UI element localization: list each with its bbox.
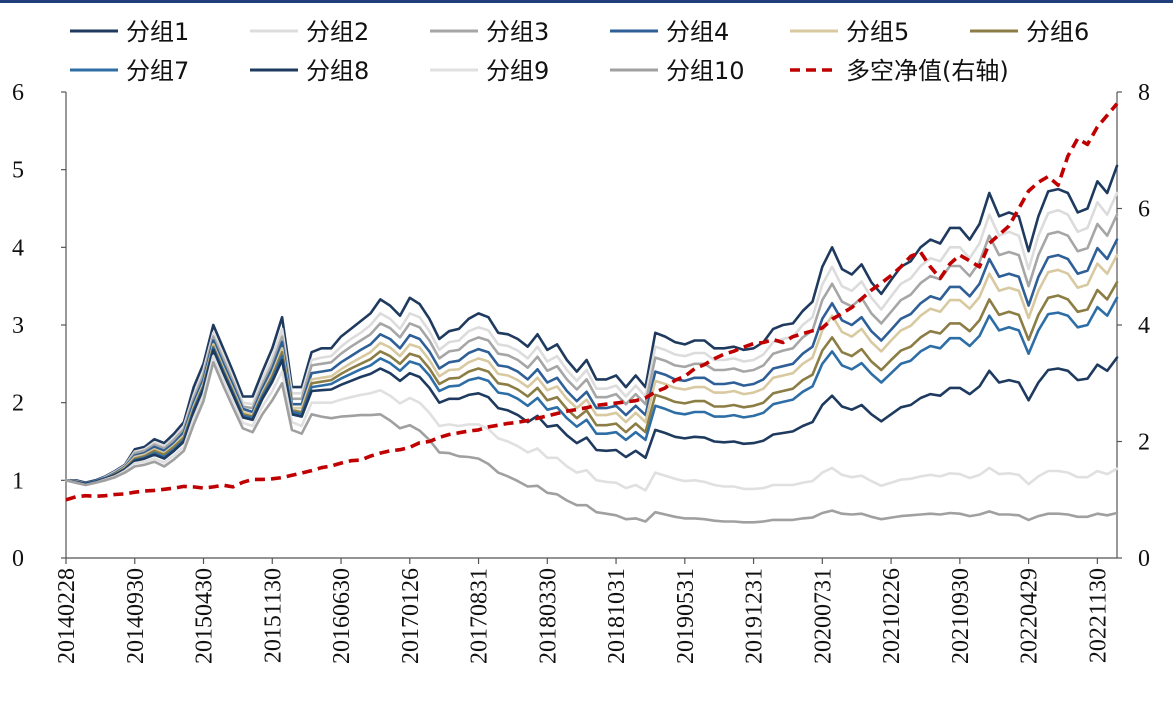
legend-label: 分组5 [846,18,909,46]
y-left-tick-label: 1 [12,468,24,494]
legend-label: 分组4 [666,18,729,46]
y-right-tick-label: 4 [1138,313,1150,339]
legend-label: 分组10 [666,57,745,85]
legend-item: 分组10 [610,57,745,85]
y-left-tick-label: 0 [12,546,24,572]
y-right-tick-label: 8 [1138,80,1150,106]
x-tick-label: 20150430 [192,568,218,664]
x-tick-label: 20140228 [54,568,80,664]
legend-item: 分组6 [970,18,1089,46]
x-tick-label: 20191231 [742,568,768,664]
series-line-分组2 [64,191,1119,485]
series-line-分组9 [64,354,1119,492]
legend-item: 分组8 [250,57,369,85]
x-tick-label: 20140930 [123,568,149,664]
x-tick-label: 20210930 [948,568,974,664]
legend-item: 分组2 [250,18,369,46]
series-line-分组10 [64,360,1119,524]
legend-label: 分组9 [486,57,549,85]
x-tick-label: 20221130 [1085,568,1111,663]
x-tick-label: 20151130 [260,568,286,663]
legend-item: 分组1 [70,18,189,46]
legend-item: 分组9 [430,57,549,85]
x-tick-label: 20160630 [329,568,355,664]
legend-item: 分组4 [610,18,729,46]
y-left-tick-label: 4 [12,235,24,261]
legend-label: 分组1 [126,18,189,46]
y-right-tick-label: 2 [1138,430,1150,456]
legend-label: 分组6 [1026,18,1089,46]
legend-label: 分组3 [486,18,549,46]
axes: 0 1 2 3 4 5 6 0 2 4 6 8 20140228 20140930 20150430 2015… [12,80,1150,664]
x-tick-label: 20170126 [398,568,424,664]
x-tick-label: 20200731 [810,568,836,664]
series-line-分组1 [64,164,1119,485]
series-line-分组7 [64,296,1119,486]
legend: 分组1 分组2 分组3 分组4 分组5 分组6 分组7 分组8 分组9 分组10 多空净值(右轴) [70,18,1089,85]
y-left-tick-label: 5 [12,158,24,184]
top-border [0,0,1173,3]
y-right-tick-label: 0 [1138,546,1150,572]
x-tick-label: 20181031 [604,568,630,664]
x-tick-label: 20210226 [879,568,905,664]
legend-label: 分组8 [306,57,369,85]
x-tick-label: 20170831 [467,568,493,664]
y-left-tick-label: 2 [12,391,24,417]
y-left-tick-label: 6 [12,80,24,106]
legend-item: 分组7 [70,57,189,85]
x-tick-label: 20180330 [535,568,561,664]
y-right-tick-label: 6 [1138,197,1150,223]
series-lines [64,102,1119,524]
x-tick-label: 20220429 [1017,568,1043,664]
x-tick-label: 20190531 [673,568,699,664]
series-line-多空净值(右轴) [65,102,1119,502]
legend-label: 分组7 [126,57,189,85]
y-left-tick-label: 3 [12,313,24,339]
legend-label: 多空净值(右轴) [846,57,1009,85]
legend-item: 分组3 [430,18,549,46]
legend-item: 分组5 [790,18,909,46]
legend-label: 分组2 [306,18,369,46]
series-line-分组8 [64,348,1119,486]
legend-item: 多空净值(右轴) [790,57,1009,85]
